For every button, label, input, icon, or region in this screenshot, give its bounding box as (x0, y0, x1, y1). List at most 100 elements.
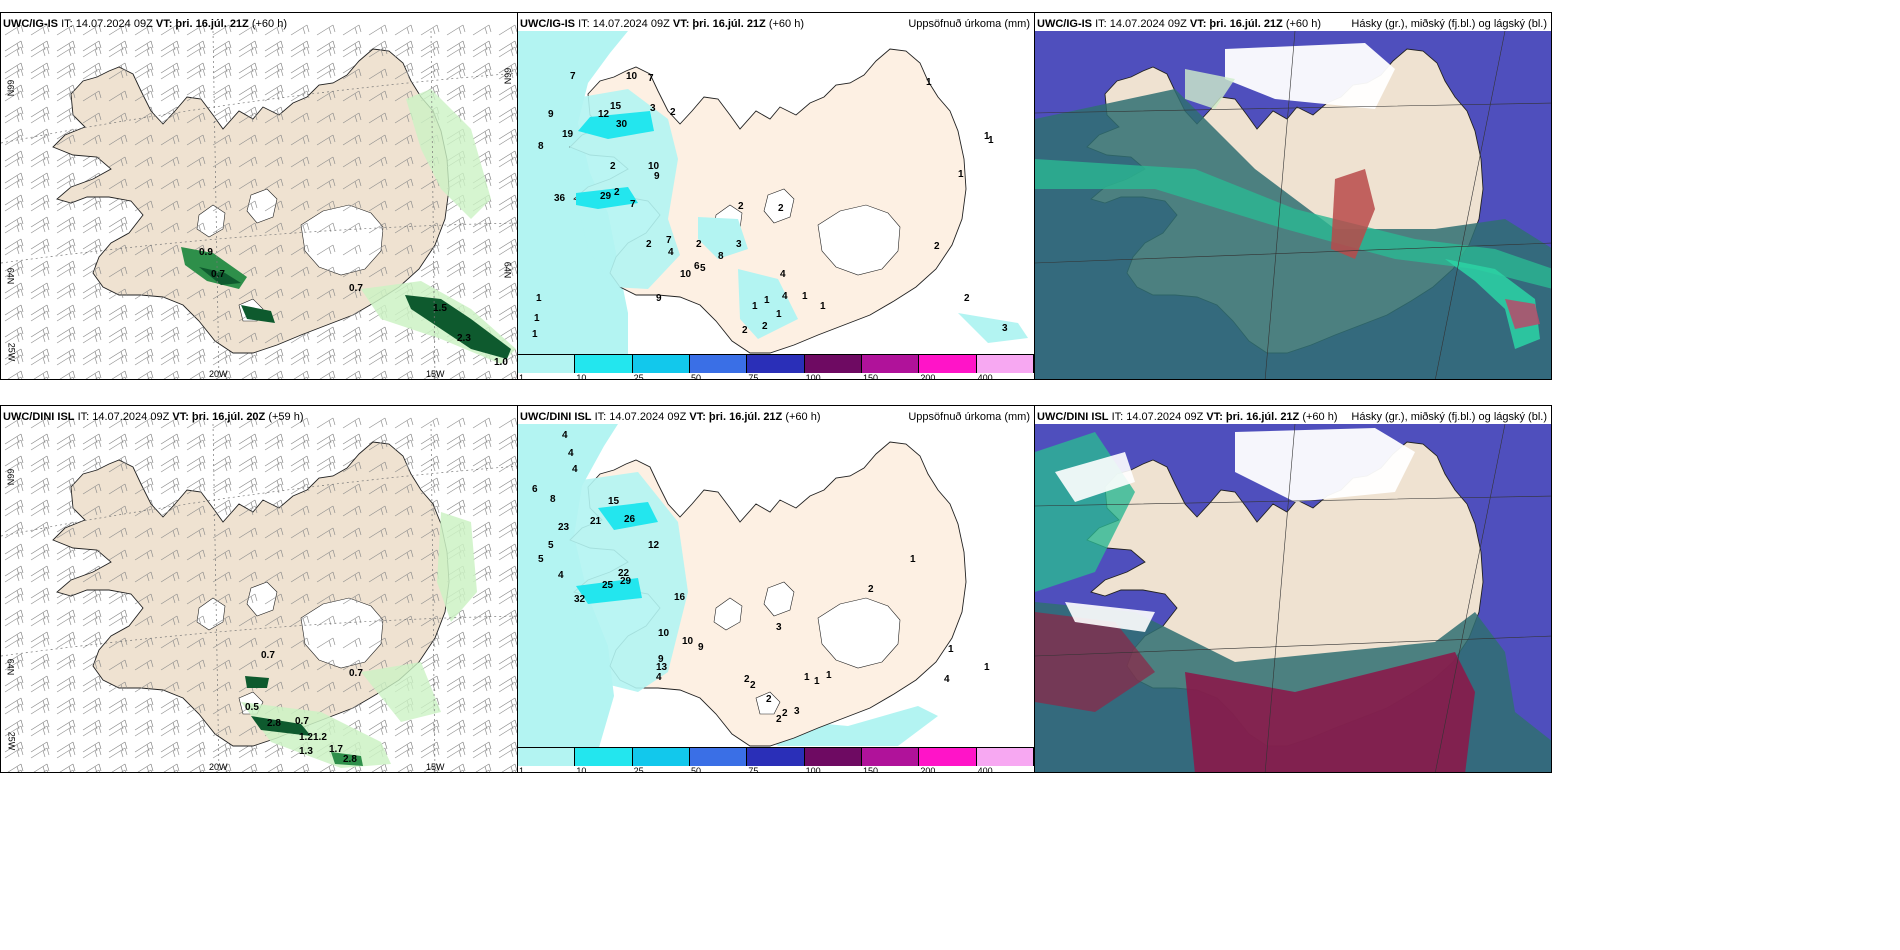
precip-value: 4 (656, 672, 662, 683)
colorbar-label: 1 (519, 373, 525, 380)
lon-label: 15W (426, 762, 445, 772)
model-name: UWC/DINI ISL (3, 411, 75, 423)
panel-title-right: Hásky (gr.), miðský (fj.bl.) og lágský (… (1351, 411, 1547, 423)
wind-map: 0.7 0.7 0.5 2.8 0.7 1.2 1.2 1.3 1.7 2.8 (1, 412, 517, 772)
precip-value: 4 (568, 448, 574, 459)
precip-value: 2 (750, 680, 756, 691)
precip-value: 22 (618, 568, 630, 579)
precip-value: 1 (536, 293, 542, 304)
lat-label-right: 64N (502, 261, 513, 279)
colorbar-swatch (690, 355, 748, 373)
colorbar-label: 25 (633, 766, 644, 773)
precip-value: 2.8 (267, 718, 281, 729)
colorbar-label: 150 (863, 766, 879, 773)
precip-value: 1 (752, 301, 758, 312)
precip-value: 2 (696, 239, 702, 250)
panel-header: UWC/IG-IS IT: 14.07.2024 09Z VT: þri. 16… (3, 18, 287, 30)
precip-value: 10 (682, 636, 694, 647)
precip-core (199, 267, 241, 285)
precip-value: 2 (766, 694, 772, 705)
colorbar-swatch (518, 355, 576, 373)
init-time: IT: 14.07.2024 09Z (578, 18, 670, 30)
colorbar-label: 400 (977, 373, 993, 380)
cloud-free-area (1065, 602, 1155, 632)
colorbar-swatch (862, 748, 920, 766)
precip-area (406, 89, 491, 219)
precip-value: 9 (658, 654, 664, 665)
precip-heavy (576, 578, 642, 604)
precip-value: 2.3 (457, 333, 471, 344)
precip-area (698, 217, 748, 259)
precip-area (361, 662, 441, 722)
precip-value: 1 (948, 644, 954, 655)
colorbar-label: 150 (863, 373, 879, 380)
precip-value: 4 (944, 674, 950, 685)
precip-value: 1 (984, 662, 990, 673)
colorbar-label: 10 (576, 373, 587, 380)
precip-area (241, 702, 391, 768)
precip-value: 7 (666, 235, 672, 246)
colorbar-swatch (804, 355, 862, 373)
precip-value: 1 (984, 131, 990, 142)
colorbar-label: 50 (691, 766, 702, 773)
precip-value: 3 (650, 103, 656, 114)
precip-value: 0.7 (349, 668, 363, 679)
precip-value: 2 (934, 241, 940, 252)
colorbar-swatch (632, 748, 690, 766)
precip-value: 1 (764, 295, 770, 306)
valid-time: VT: þri. 16.júl. 21Z (1206, 411, 1300, 423)
cloud-map (1035, 423, 1551, 772)
colorbar-swatch (575, 355, 633, 373)
gridlines (1035, 30, 1551, 379)
lon-gridline (212, 30, 436, 379)
panel-title-right: Hásky (gr.), miðský (fj.bl.) og lágský (… (1351, 18, 1547, 30)
precip-value: 2 (778, 203, 784, 214)
precip-value: 1.0 (494, 357, 508, 368)
precip-map-panel-bottom: UWC/DINI ISL IT: 14.07.2024 09Z VT: þri.… (517, 405, 1035, 773)
precip-value: 23 (558, 522, 570, 533)
colorbar-label: 75 (748, 373, 759, 380)
precip-value: 2 (762, 321, 768, 332)
panel-header: UWC/DINI ISL IT: 14.07.2024 09Z VT: þri.… (1037, 411, 1338, 423)
colorbar-swatch (575, 748, 633, 766)
lat-gridline (1, 72, 517, 264)
precip-value: 7 (570, 71, 576, 82)
precip-value: 4 (668, 247, 674, 258)
precip-value: 26 (624, 514, 636, 525)
colorbar-label: 400 (977, 766, 993, 773)
precip-value: 4 (782, 291, 788, 302)
precip-value: 1.2 (313, 732, 327, 743)
precip-core (251, 716, 311, 736)
precip-value: 1 (534, 313, 540, 324)
cloud-free-area (1055, 452, 1135, 502)
precip-value: 2.8 (343, 754, 357, 765)
precip-value: 5 (548, 540, 554, 551)
precip-map-panel-top: UWC/IG-IS IT: 14.07.2024 09Z VT: þri. 16… (517, 12, 1035, 380)
colorbar-swatch (632, 355, 690, 373)
colorbar-swatch (747, 748, 805, 766)
precip-value: 8 (718, 251, 724, 262)
cloud-map-panel-bottom: UWC/DINI ISL IT: 14.07.2024 09Z VT: þri.… (1034, 405, 1552, 773)
precip-value: 10 (680, 269, 692, 280)
cloud-overlap (1505, 299, 1540, 329)
lon-label: 15W (426, 369, 445, 379)
precip-value: 2 (742, 325, 748, 336)
precip-value: 25 (602, 580, 614, 591)
valid-time: VT: þri. 16.júl. 21Z (672, 18, 766, 30)
precip-heavy (598, 502, 658, 530)
lead-time: (+59 h) (268, 411, 304, 423)
precip-value: 9 (698, 642, 704, 653)
precip-value: 4 (558, 570, 564, 581)
lead-time: (+60 h) (1285, 18, 1322, 30)
lat-label: 66N (5, 468, 16, 486)
precip-colorbar: 1 10 25 50 75 100 150 200 400 (518, 354, 1034, 379)
precip-value: 9 (656, 293, 662, 304)
colorbar-label: 10 (576, 766, 587, 773)
precip-value: 1.5 (433, 303, 447, 314)
lead-time: (+60 h) (1302, 411, 1338, 423)
wind-map-panel-top: UWC/IG-IS IT: 14.07.2024 09Z VT: þri. 16… (0, 12, 518, 380)
precip-value: 1 (804, 672, 810, 683)
panel-title-right: Uppsöfnuð úrkoma (mm) (908, 18, 1030, 30)
